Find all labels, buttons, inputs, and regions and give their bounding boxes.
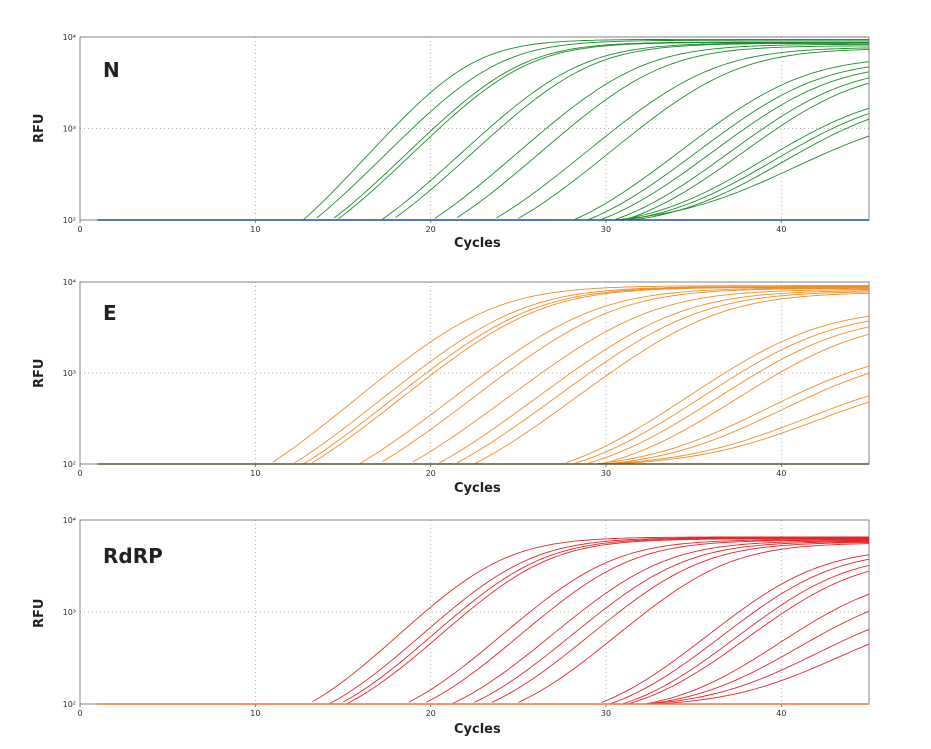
y-tick-label: 10³ <box>63 369 76 378</box>
amplification-curve <box>601 71 870 220</box>
amplification-curve <box>496 47 870 219</box>
chart-svg: 0 10 20 30 40 10² 10³ 10⁴ <box>63 278 870 478</box>
amplification-curve <box>456 291 870 464</box>
x-axis-label: Cycles <box>454 722 501 737</box>
amplification-curve <box>474 292 870 465</box>
amplification-curve <box>518 49 870 219</box>
amplification-curve <box>312 286 869 464</box>
x-tick-label: 10 <box>250 709 260 718</box>
amplification-curve <box>627 82 870 220</box>
amplification-curve <box>312 536 869 703</box>
amplification-curve <box>566 315 870 464</box>
amplification-curve <box>439 290 869 464</box>
amplification-curve <box>382 42 869 220</box>
amplification-curve <box>408 539 869 703</box>
amplification-curve <box>491 542 870 703</box>
x-tick-label: 10 <box>250 225 260 234</box>
y-tick-label: 10³ <box>63 608 76 617</box>
amplification-curve <box>360 287 869 464</box>
amplification-curve <box>452 540 869 704</box>
amplification-curve <box>627 570 870 705</box>
amplification-curve <box>605 372 870 465</box>
plot-frame <box>79 519 870 705</box>
amplification-chart-e: 0 10 20 30 40 10² 10³ 10⁴ E RFU Cycles <box>0 245 931 496</box>
chart-svg: 0 10 20 30 40 10² 10³ 10⁴ <box>63 33 870 234</box>
amplification-curve <box>575 61 870 220</box>
amplification-curve <box>601 554 870 703</box>
x-tick-label: 20 <box>426 225 436 234</box>
amplification-curve <box>610 558 870 705</box>
amplification-curve <box>597 365 870 465</box>
amplification-curve <box>623 564 870 705</box>
amplification-curve <box>649 610 870 705</box>
amplification-curve <box>303 38 869 221</box>
amplification-curve <box>333 41 869 219</box>
y-axis-label: RFU <box>32 598 47 628</box>
y-tick-label: 10³ <box>63 125 76 134</box>
amplification-curve <box>342 537 869 703</box>
y-axis-label: RFU <box>32 113 47 143</box>
amplification-curve <box>294 286 869 464</box>
y-tick-label: 10² <box>63 460 76 469</box>
x-tick-label: 30 <box>601 709 611 718</box>
y-axis-label: RFU <box>32 358 47 388</box>
amplification-curve <box>575 320 870 464</box>
amplification-curve <box>518 543 870 703</box>
x-axis-label: Cycles <box>454 481 501 496</box>
amplification-curve <box>316 39 869 219</box>
x-tick-label: 20 <box>426 469 436 478</box>
amplification-chart-n: 0 10 20 30 40 10² 10³ 10⁴ N RFU Cycles <box>0 0 931 251</box>
amplification-curve <box>588 326 870 464</box>
amplification-curve <box>614 401 870 465</box>
x-tick-label: 40 <box>776 469 786 478</box>
amplification-curve <box>636 118 870 220</box>
gene-label: E <box>103 301 117 325</box>
amplification-curve <box>474 541 869 703</box>
y-tick-label: 10⁴ <box>63 33 76 42</box>
amplification-curve <box>329 537 869 704</box>
gene-label: N <box>103 58 120 82</box>
amplification-curve <box>338 41 869 219</box>
gene-label: RdRP <box>103 544 163 568</box>
y-tick-label: 10² <box>63 700 76 709</box>
chart-svg: 0 10 20 30 40 10² 10³ 10⁴ <box>63 516 870 718</box>
x-tick-label: 30 <box>601 469 611 478</box>
amplification-curve <box>456 45 869 219</box>
amplification-curve <box>434 43 869 219</box>
amplification-curve <box>645 593 870 705</box>
amplification-curve <box>272 285 869 463</box>
amplification-curve <box>658 643 870 705</box>
series-group <box>272 285 870 465</box>
amplification-curve <box>627 113 870 221</box>
x-tick-label: 40 <box>776 225 786 234</box>
amplification-chart-rdrp: 0 10 20 30 40 10² 10³ 10⁴ RdRP RFU Cycles <box>0 490 931 737</box>
x-tick-label: 0 <box>77 709 82 718</box>
amplification-curve <box>382 287 869 462</box>
amplification-curve <box>614 77 870 221</box>
amplification-curve <box>303 286 869 465</box>
amplification-curve <box>395 42 869 218</box>
amplification-curve <box>412 289 869 463</box>
y-tick-label: 10² <box>63 216 76 225</box>
amplification-curve <box>623 107 870 220</box>
y-tick-label: 10⁴ <box>63 516 76 525</box>
x-axis-label: Cycles <box>454 236 501 251</box>
series-group <box>303 38 870 221</box>
amplification-curve <box>588 66 870 221</box>
x-tick-label: 30 <box>601 225 611 234</box>
amplification-curve <box>614 135 870 221</box>
plot-frame <box>79 281 870 465</box>
amplification-curve <box>649 628 870 705</box>
amplification-curve <box>347 538 869 704</box>
amplification-curve <box>601 333 870 465</box>
x-tick-label: 20 <box>426 709 436 718</box>
y-tick-label: 10⁴ <box>63 278 76 287</box>
amplification-curve <box>426 539 869 703</box>
x-tick-label: 40 <box>776 709 786 718</box>
x-tick-label: 10 <box>250 469 260 478</box>
x-tick-label: 0 <box>77 469 82 478</box>
x-tick-label: 0 <box>77 225 82 234</box>
amplification-curve <box>605 395 870 465</box>
series-group <box>312 536 870 705</box>
